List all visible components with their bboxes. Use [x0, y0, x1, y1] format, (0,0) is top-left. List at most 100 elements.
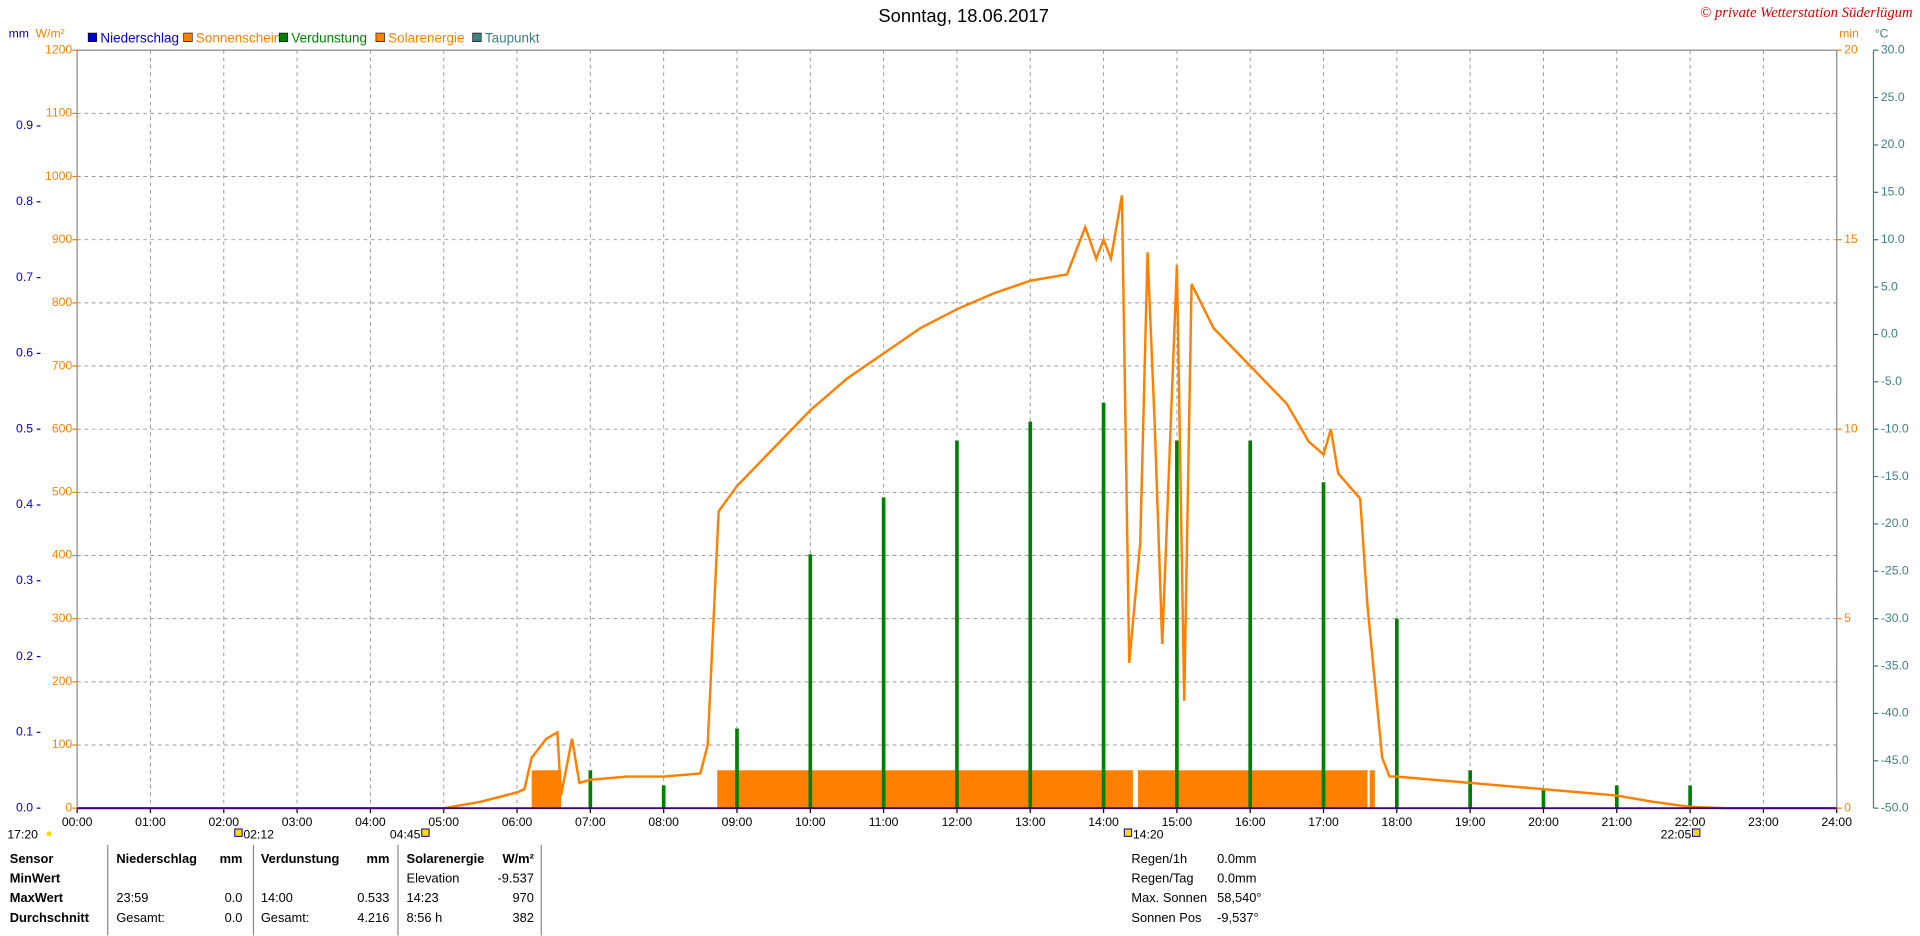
y4-tick-label: -30.0 [1881, 611, 1909, 625]
y4-tick-label: -45.0 [1881, 753, 1909, 767]
sunshine-block [531, 770, 562, 809]
x-tick-label: 10:00 [795, 815, 826, 829]
legend-swatch [183, 32, 193, 42]
x-tick-label: 09:00 [722, 815, 753, 829]
evaporation-spike [1175, 440, 1179, 809]
y3-tick-label: 20 [1844, 42, 1858, 56]
sunshine-block [717, 770, 1133, 809]
y2-tick-label: 1000 [45, 169, 72, 183]
y-tick-label: 0.5 [16, 421, 33, 435]
table-cell: 8:56 h [407, 910, 443, 925]
y4-tick-label: 10.0 [1881, 232, 1905, 246]
table-cell: Durchschnitt [10, 910, 90, 925]
y4-tick-label: 25.0 [1881, 90, 1905, 104]
x-tick-label: 16:00 [1235, 815, 1266, 829]
table-cell: Solarenergie [407, 851, 485, 866]
table-cell: 0.0 [225, 910, 243, 925]
chart-title: Sonntag, 18.06.2017 [878, 5, 1049, 26]
y2-tick-label: 200 [52, 674, 73, 688]
evaporation-spike [1248, 440, 1253, 809]
evaporation-spike [1028, 421, 1033, 809]
evaporation-spike [1614, 785, 1619, 809]
y-axis-label: mm [9, 27, 29, 41]
table-cell: 4.216 [357, 910, 389, 925]
y4-tick-label: 0.0 [1881, 327, 1898, 341]
y2-tick-label: 600 [52, 421, 73, 435]
x-tick-label: 21:00 [1601, 815, 1632, 829]
y-tick-label: 0.1 [16, 725, 33, 739]
table-cell: mm [220, 851, 243, 866]
y2-tick-label: 100 [52, 737, 73, 751]
y2-tick-label: 400 [52, 548, 73, 562]
x-tick-label: 02:00 [208, 815, 239, 829]
x-tick-label: 14:00 [1088, 815, 1119, 829]
y2-axis-label: W/m² [36, 27, 65, 41]
y4-tick-label: -40.0 [1881, 706, 1909, 720]
x-tick-label: 12:00 [942, 815, 973, 829]
x-tick-label: 15:00 [1162, 815, 1193, 829]
y3-tick-label: 15 [1844, 232, 1858, 246]
evaporation-spike [661, 785, 666, 809]
sun-marker-label: 02:12 [243, 827, 274, 841]
table-cell: MinWert [10, 871, 61, 886]
legend-label: Niederschlag [100, 31, 179, 46]
legend-label: Sonnenschein [196, 31, 281, 46]
y2-tick-label: 1200 [45, 42, 72, 56]
x-tick-label: 07:00 [575, 815, 606, 829]
table-cell: Elevation [407, 871, 460, 886]
sun-icon [421, 828, 430, 837]
sun-marker-label: 04:45 [390, 827, 421, 841]
info-value: 0.0mm [1217, 851, 1256, 866]
evaporation-spike [735, 728, 739, 809]
legend-swatch [87, 32, 98, 42]
evaporation-spike [1541, 789, 1546, 809]
x-tick-label: 20:00 [1528, 815, 1559, 829]
marker-icon [46, 831, 52, 837]
solar-line [77, 195, 1837, 810]
evaporation-spike [1468, 770, 1472, 809]
y-tick-label: 0.8 [16, 194, 33, 208]
evaporation-spike [808, 554, 813, 809]
y4-tick-label: 5.0 [1881, 279, 1898, 293]
copyright: © private Wetterstation Süderlügum [1700, 5, 1913, 21]
y3-axis-label: min [1839, 27, 1859, 41]
legend-swatch [278, 32, 289, 42]
legend-swatch [375, 32, 385, 42]
x-tick-label: 23:00 [1748, 815, 1779, 829]
x-tick-label: 04:00 [355, 815, 386, 829]
y3-tick-label: 0 [1844, 800, 1851, 814]
y-tick-label: 0.0 [16, 800, 33, 814]
y2-tick-label: 0 [65, 800, 72, 814]
info-label: Max. Sonnen [1131, 890, 1207, 905]
y2-tick-label: 300 [52, 611, 73, 625]
evaporation-spike [588, 770, 593, 809]
evaporation-spike [1321, 482, 1326, 809]
y4-axis-label: °C [1875, 27, 1889, 41]
sunshine-block [1138, 770, 1368, 809]
table-cell: Gesamt: [261, 910, 310, 925]
y-tick-label: 0.7 [16, 270, 33, 284]
y4-tick-label: 20.0 [1881, 137, 1905, 151]
y4-tick-label: 30.0 [1881, 42, 1905, 56]
table-cell: Gesamt: [116, 910, 165, 925]
x-tick-label: 24:00 [1821, 815, 1852, 829]
y2-tick-label: 900 [52, 232, 73, 246]
table-cell: Verdunstung [261, 851, 339, 866]
x-tick-label: 06:00 [502, 815, 533, 829]
moon-marker: 17:20 [7, 827, 38, 841]
legend-label: Verdunstung [291, 31, 367, 46]
x-tick-label: 00:00 [62, 815, 93, 829]
x-tick-label: 22:00 [1675, 815, 1706, 829]
y4-tick-label: -50.0 [1881, 800, 1909, 814]
y4-tick-label: -10.0 [1881, 421, 1909, 435]
x-tick-label: 11:00 [869, 815, 899, 829]
legend-swatch [472, 32, 482, 42]
x-tick-label: 13:00 [1015, 815, 1046, 829]
y3-tick-label: 5 [1844, 611, 1851, 625]
y4-tick-label: -25.0 [1881, 564, 1909, 578]
y-tick-label: 0.3 [16, 573, 33, 587]
y2-tick-label: 700 [52, 358, 73, 372]
y2-tick-label: 800 [52, 295, 73, 309]
table-cell: 0.0 [225, 890, 243, 905]
table-cell: 0.533 [357, 890, 389, 905]
